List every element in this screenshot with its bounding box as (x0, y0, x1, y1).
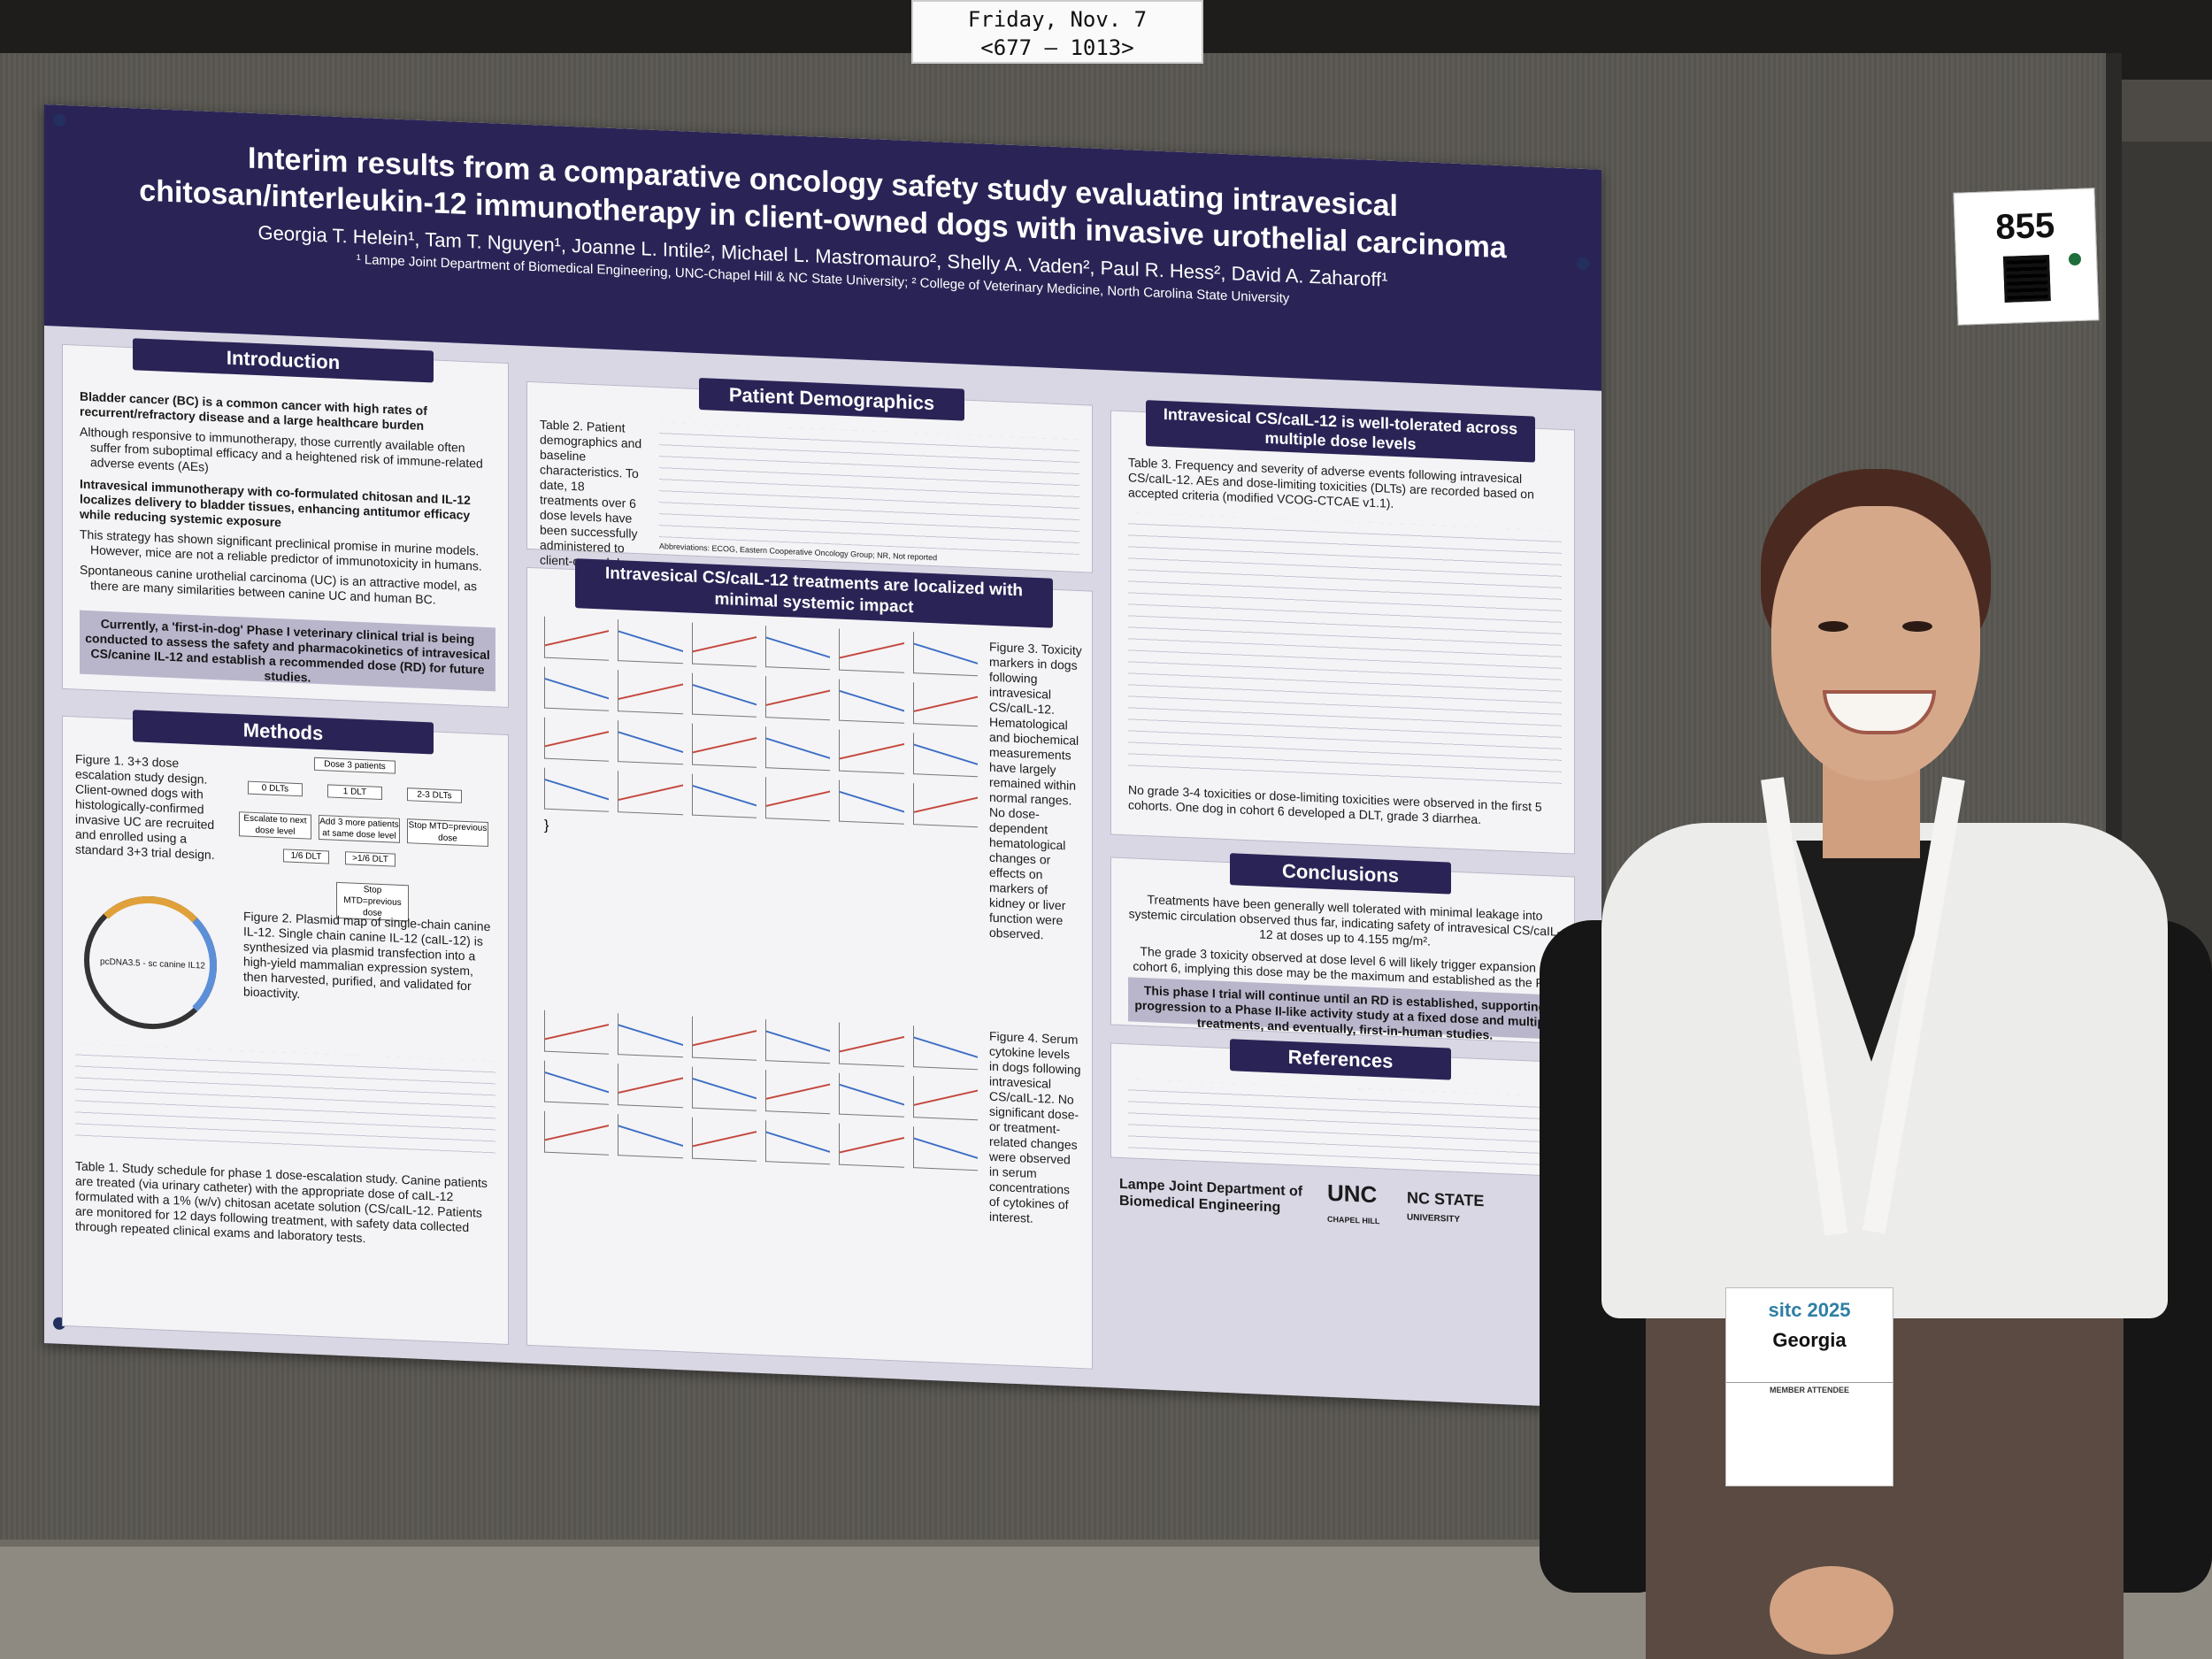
chart-thumb (544, 717, 610, 762)
floor-edge (0, 1540, 2212, 1547)
chart-thumb (691, 723, 757, 768)
figure-4-caption: Figure 4. Serum cytokine levels in dogs … (989, 1028, 1081, 1225)
study-schedule-table (75, 1043, 495, 1159)
push-pin-icon (2069, 253, 2081, 265)
chart-thumb (544, 1010, 610, 1055)
board-number: 855 (1994, 205, 2055, 248)
chart-thumb (618, 1114, 683, 1159)
name-badge: sitc 2025 Georgia MEMBER ATTENDEE (1725, 1287, 1893, 1486)
chart-thumb (839, 628, 904, 673)
cytokine-charts (544, 1010, 978, 1171)
chart-thumb (912, 682, 978, 727)
flow-1-dlt: 1 DLT (327, 784, 382, 801)
chart-thumb (839, 1123, 904, 1168)
chart-thumb (544, 1060, 610, 1105)
chart-thumb (765, 777, 831, 822)
face (1771, 506, 1980, 780)
chart-thumb (618, 670, 683, 715)
chart-thumb (691, 1117, 757, 1162)
chart-thumb (839, 1072, 904, 1118)
qr-code-icon (2002, 255, 2051, 303)
session-sign: Friday, Nov. 7 <677 – 1013> (911, 0, 1203, 64)
presenter: sitc 2025 Georgia MEMBER ATTENDEE (1540, 425, 2212, 1659)
demographics-table (659, 422, 1079, 556)
chart-thumb (839, 729, 904, 774)
chart-thumb (839, 780, 904, 825)
flow-escalate: Escalate to next dose level (239, 811, 311, 840)
chart-thumb (912, 632, 978, 677)
flow-more-than: >1/6 DLT (345, 851, 396, 867)
ncstate-logo: NC STATE (1407, 1188, 1485, 1210)
flow-0-dlt: 0 DLTs (248, 780, 303, 797)
session-day: Friday, Nov. 7 (967, 7, 1148, 32)
intro-lead-2: Intravesical immunotherapy with co-formu… (80, 476, 471, 530)
figure-1-caption: Figure 1. 3+3 dose escalation study desi… (75, 751, 215, 863)
chart-thumb (765, 676, 831, 721)
flow-1-of-6: 1/6 DLT (283, 849, 329, 864)
chart-thumb (765, 1019, 831, 1064)
chart-thumb (839, 679, 904, 724)
chart-thumb (912, 783, 978, 828)
chart-thumb (912, 733, 978, 778)
toxicity-charts: } (544, 616, 978, 853)
chart-thumb (765, 726, 831, 772)
figure-2-caption: Figure 2. Plasmid map of single-chain ca… (243, 909, 491, 1002)
flow-2-3-dlt: 2-3 DLTs (407, 787, 462, 803)
flow-add: Add 3 more patients at same dose level (319, 814, 400, 843)
unc-logo-sub: CHAPEL HILL (1327, 1214, 1380, 1226)
tack-icon (1577, 257, 1589, 271)
chart-thumb (765, 1070, 831, 1115)
chart-thumb (839, 1022, 904, 1067)
chart-thumb (544, 616, 610, 661)
chart-thumb (912, 1076, 978, 1121)
chart-thumb (691, 622, 757, 667)
chart-thumb (765, 626, 831, 671)
chart-thumb (618, 619, 683, 664)
chart-thumb (765, 1120, 831, 1165)
ncstate-logo-sub: UNIVERSITY (1407, 1212, 1461, 1225)
chart-thumb (544, 666, 610, 711)
chart-thumb (544, 767, 610, 812)
hands (1770, 1566, 1893, 1655)
adverse-events-table (1128, 512, 1562, 787)
figure-3-caption: Figure 3. Toxicity markers in dogs follo… (989, 639, 1082, 942)
chart-thumb (912, 1126, 978, 1171)
intro-bullet-1: Although responsive to immunotherapy, th… (80, 424, 483, 474)
research-poster: Interim results from a comparative oncol… (44, 104, 1601, 1409)
chart-thumb (691, 672, 757, 718)
chart-thumb (691, 773, 757, 818)
left-eye (1818, 621, 1848, 632)
chart-thumb (618, 771, 683, 816)
chart-thumb (618, 1064, 683, 1109)
introduction-text: Bladder cancer (BC) is a common cancer w… (80, 389, 495, 611)
badge-role: MEMBER ATTENDEE (1726, 1382, 1893, 1394)
chart-thumb (618, 1013, 683, 1058)
right-eye (1902, 621, 1932, 632)
chart-thumb (618, 720, 683, 765)
event-logo: sitc 2025 (1768, 1299, 1851, 1321)
badge-name: Georgia (1772, 1329, 1847, 1351)
chart-thumb (691, 1016, 757, 1061)
chart-thumb (691, 1066, 757, 1111)
chart-thumb (912, 1025, 978, 1071)
department-logo: Lampe Joint Department of Biomedical Eng… (1119, 1176, 1303, 1216)
unc-logo: UNC (1327, 1179, 1378, 1209)
tack-icon (53, 113, 65, 127)
session-range: <677 – 1013> (980, 35, 1134, 60)
flow-stop: Stop MTD=previous dose (407, 818, 488, 848)
chart-thumb (544, 1110, 610, 1156)
